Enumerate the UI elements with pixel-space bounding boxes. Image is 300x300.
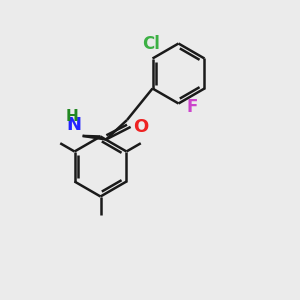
Text: Cl: Cl	[142, 35, 160, 53]
Text: F: F	[187, 98, 198, 116]
Text: O: O	[133, 118, 148, 136]
Text: N: N	[66, 116, 81, 134]
Text: H: H	[65, 109, 78, 124]
